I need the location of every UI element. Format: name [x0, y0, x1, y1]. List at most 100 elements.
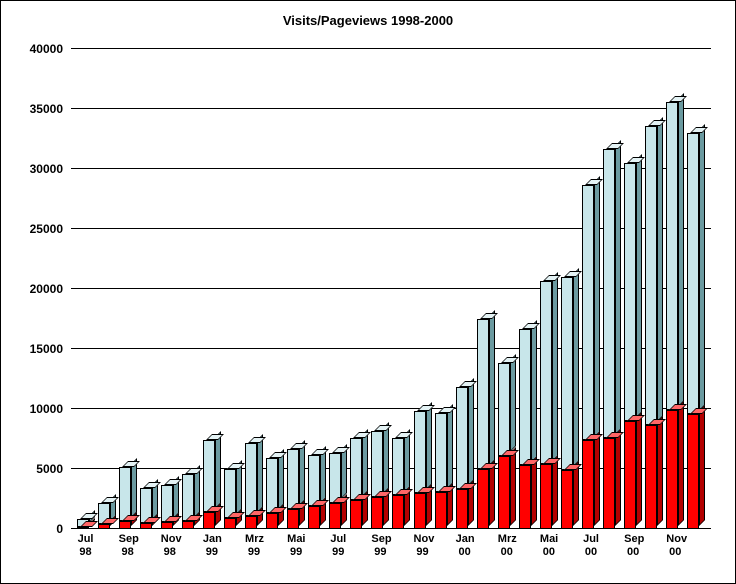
x-axis-labels: Jul98 Sep98 Nov98 Jan99 Mrz99 Mai99 Jul9… — [71, 533, 711, 558]
pageviews-bar — [561, 271, 579, 470]
x-tick-label: Nov98 — [161, 533, 179, 558]
pageviews-bar — [624, 157, 642, 421]
x-tick-label: Mrz00 — [498, 533, 516, 558]
visits-bar — [329, 497, 347, 529]
bar-group — [308, 49, 326, 529]
bar-group — [287, 49, 305, 529]
x-tick-label: Mai00 — [540, 533, 558, 558]
visits-bar — [140, 517, 158, 529]
bars-layer — [71, 49, 711, 529]
visits-bar — [666, 404, 684, 529]
bar-group — [392, 49, 410, 529]
visits-bar — [519, 459, 537, 529]
pageviews-bar — [371, 425, 389, 497]
bar-group — [98, 49, 116, 529]
visits-bar — [287, 503, 305, 529]
visits-bar — [687, 408, 705, 529]
bar-group — [435, 49, 453, 529]
pageviews-bar — [477, 313, 495, 469]
bar-group — [161, 49, 179, 529]
x-tick-label: Sep98 — [119, 533, 137, 558]
x-tick-label: Nov00 — [666, 533, 684, 558]
pageviews-bar — [666, 96, 684, 410]
visits-bar — [371, 491, 389, 529]
bar-group — [203, 49, 221, 529]
chart-frame: Visits/Pageviews 1998-2000 Jul98 Sep98 N… — [0, 0, 736, 584]
bar-group — [140, 49, 158, 529]
pageviews-bar — [582, 179, 600, 441]
bar-group — [624, 49, 642, 529]
pageviews-bar — [329, 447, 347, 502]
visits-bar — [266, 507, 284, 529]
bar-group — [603, 49, 621, 529]
bar-group — [224, 49, 242, 529]
y-tick-label: 40000 — [13, 42, 63, 56]
visits-bar — [477, 463, 495, 529]
bar-group — [371, 49, 389, 529]
pageviews-bar — [435, 407, 453, 492]
y-tick-label: 0 — [13, 522, 63, 536]
x-tick-label: Sep99 — [371, 533, 389, 558]
bar-group — [329, 49, 347, 529]
pageviews-bar — [245, 437, 263, 516]
visits-bar — [603, 432, 621, 529]
pageviews-bar — [519, 323, 537, 466]
bar-group — [540, 49, 558, 529]
pageviews-bar — [645, 120, 663, 425]
bar-group — [477, 49, 495, 529]
visits-bar — [161, 516, 179, 529]
pageviews-bar — [266, 452, 284, 513]
visits-bar — [308, 500, 326, 529]
y-tick-label: 15000 — [13, 342, 63, 356]
pageviews-bar — [350, 432, 368, 500]
pageviews-bar — [287, 443, 305, 509]
bar-group — [456, 49, 474, 529]
bar-group — [645, 49, 663, 529]
x-tick-label: Jan99 — [203, 533, 221, 558]
pageviews-bar — [182, 468, 200, 521]
visits-bar — [582, 434, 600, 529]
visits-bar — [435, 486, 453, 529]
pageviews-bar — [203, 434, 221, 512]
visits-bar — [414, 487, 432, 529]
bar-group — [119, 49, 137, 529]
x-tick-label: Jul98 — [77, 533, 95, 558]
visits-bar — [561, 464, 579, 529]
x-tick-label: Jan00 — [456, 533, 474, 558]
visits-bar — [224, 512, 242, 529]
pageviews-bar — [392, 432, 410, 496]
bar-group — [77, 49, 95, 529]
x-tick-label: Jul00 — [582, 533, 600, 558]
chart-title: Visits/Pageviews 1998-2000 — [1, 13, 735, 28]
plot-area — [71, 49, 711, 529]
bar-group — [582, 49, 600, 529]
bar-group — [687, 49, 705, 529]
x-tick-label: Mrz99 — [245, 533, 263, 558]
x-tick-label: Jul99 — [329, 533, 347, 558]
visits-bar — [392, 489, 410, 529]
pageviews-bar — [603, 143, 621, 438]
visits-bar — [624, 415, 642, 529]
bar-group — [182, 49, 200, 529]
visits-bar — [119, 515, 137, 529]
bar-group — [350, 49, 368, 529]
bar-group — [498, 49, 516, 529]
visits-bar — [540, 458, 558, 529]
visits-bar — [98, 518, 116, 529]
bar-group — [519, 49, 537, 529]
pageviews-bar — [119, 461, 137, 521]
bar-group — [666, 49, 684, 529]
y-tick-label: 10000 — [13, 402, 63, 416]
pageviews-bar — [498, 357, 516, 455]
visits-bar — [182, 515, 200, 529]
pageviews-bar — [687, 127, 705, 414]
y-tick-label: 30000 — [13, 162, 63, 176]
visits-bar — [245, 510, 263, 529]
visits-bar — [77, 521, 95, 529]
y-tick-label: 25000 — [13, 222, 63, 236]
visits-bar — [456, 483, 474, 529]
visits-bar — [203, 506, 221, 529]
bar-group — [414, 49, 432, 529]
pageviews-bar — [456, 381, 474, 489]
x-tick-label: Sep00 — [624, 533, 642, 558]
